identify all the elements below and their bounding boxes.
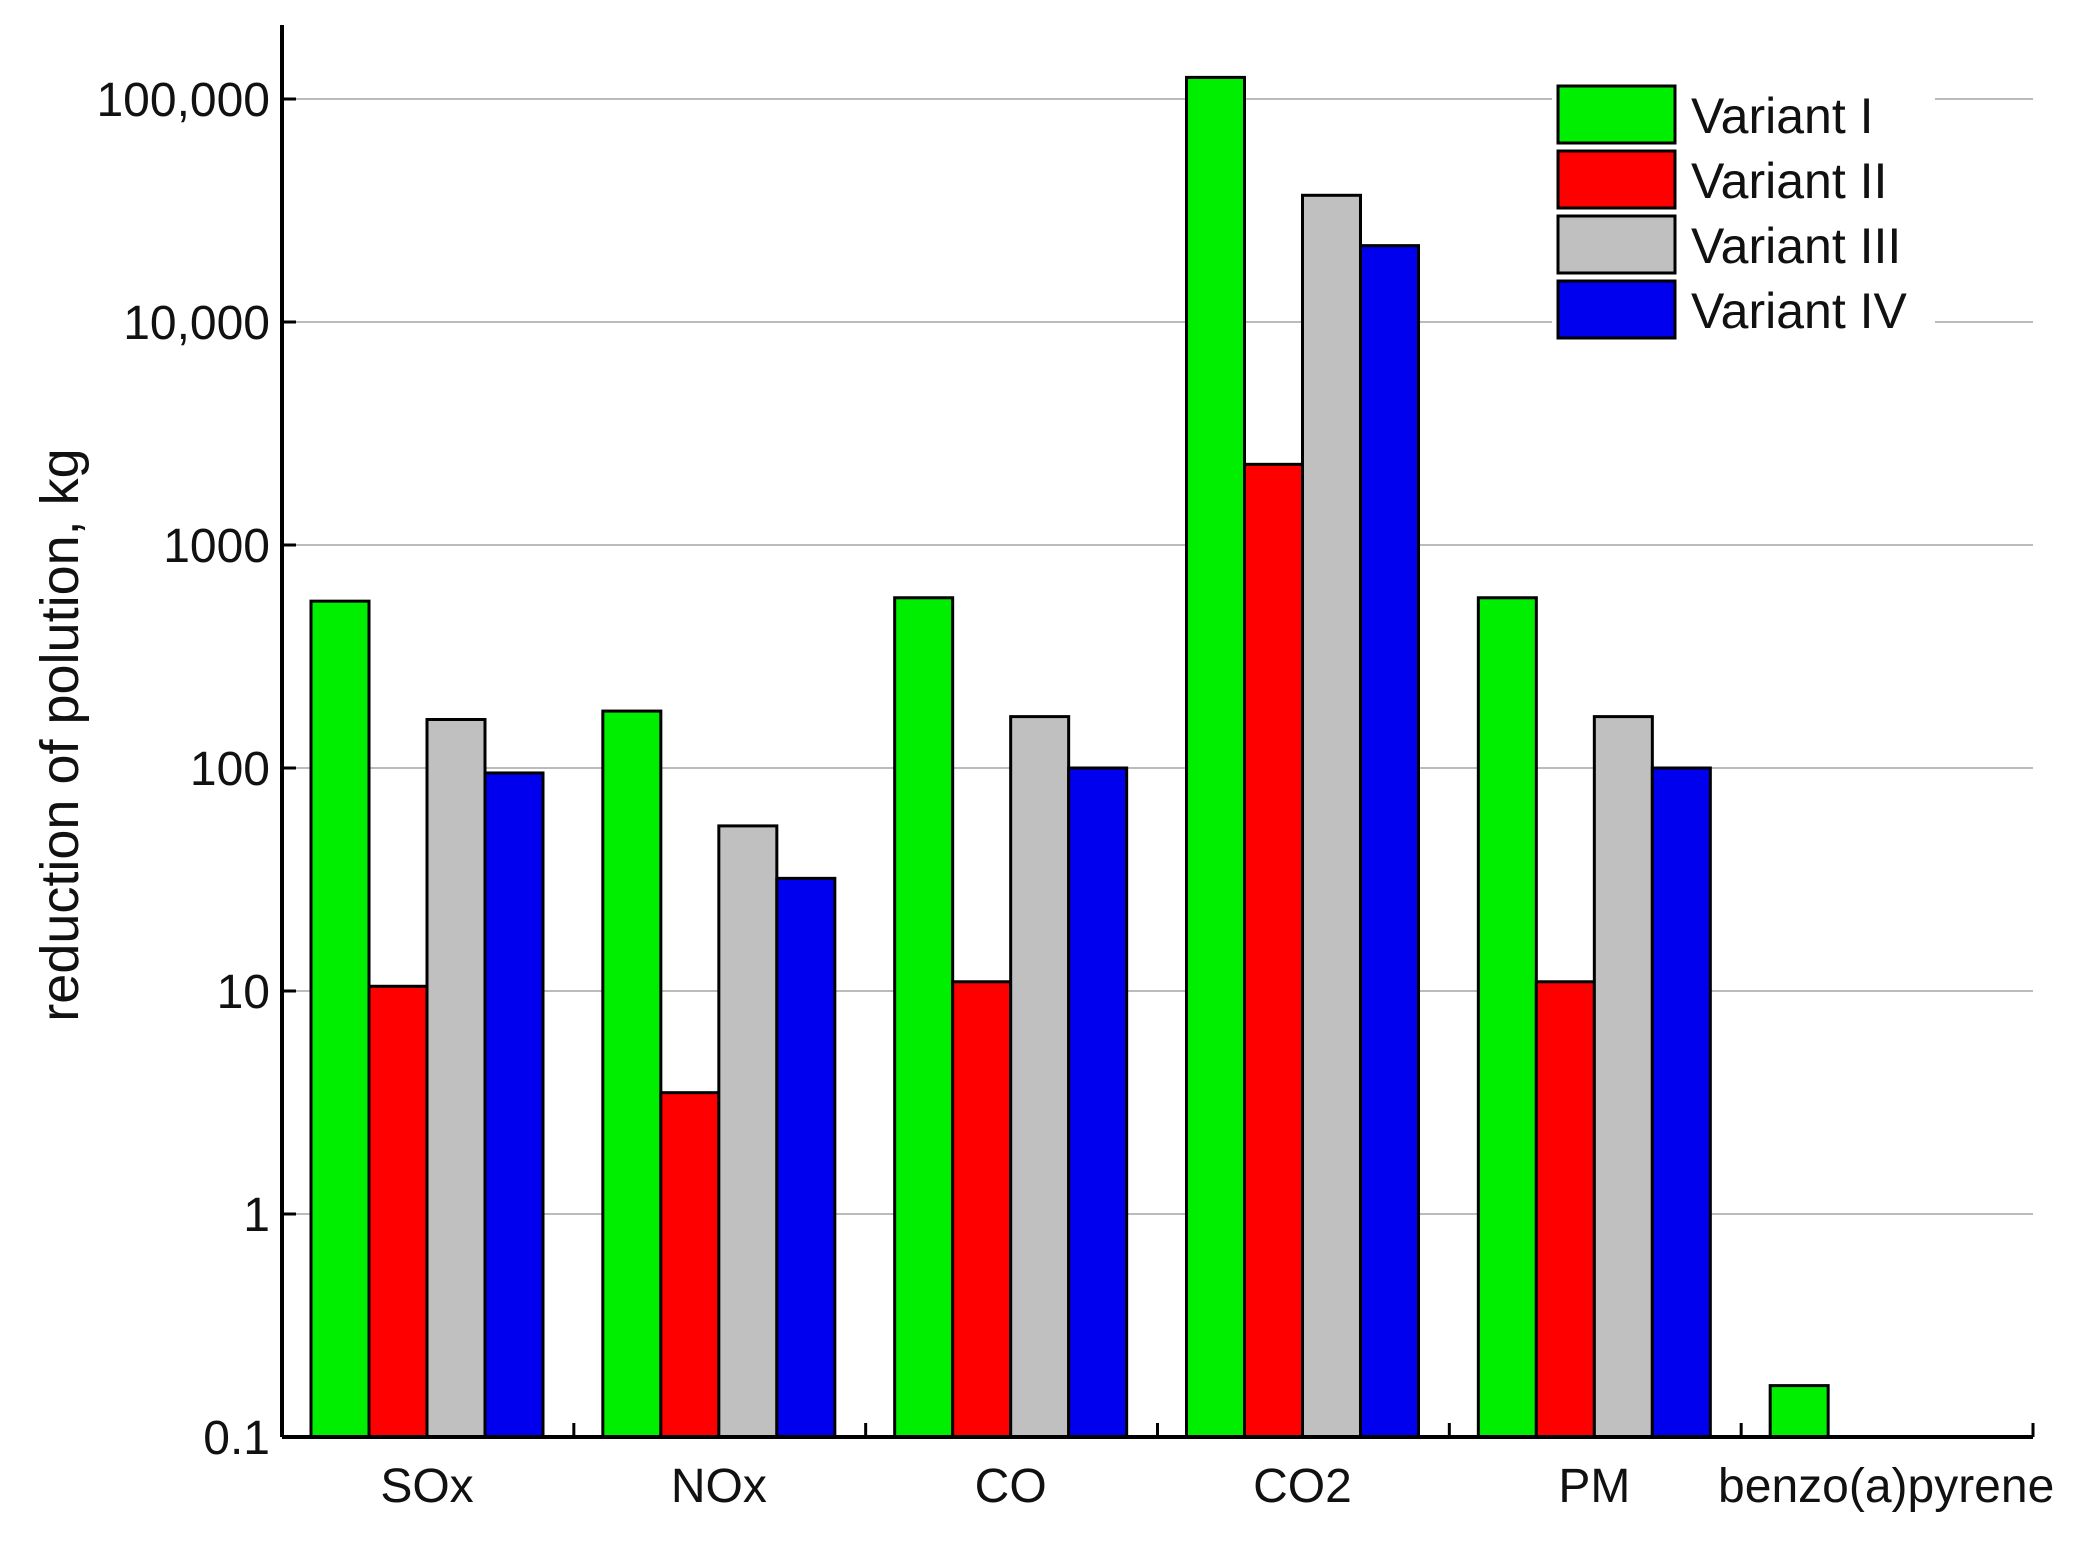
bar — [775, 876, 837, 1439]
y-tick-label: 10 — [217, 966, 270, 1019]
bar — [1009, 715, 1071, 1439]
x-tick-label: PM — [1558, 1460, 1630, 1513]
legend-swatch — [1556, 214, 1677, 275]
y-tick-label: 10,000 — [123, 297, 270, 350]
y-tick-label: 100 — [190, 743, 270, 796]
y-tick-labels: 0.1 1 10 100 1000 10,000 100,000 — [96, 74, 270, 1465]
x-tick-label: CO2 — [1253, 1460, 1352, 1513]
bar — [309, 599, 371, 1439]
bar — [659, 1091, 721, 1439]
legend-label: Variant II — [1691, 153, 1887, 209]
grid-lines — [282, 98, 2033, 1215]
y-tick-label: 1 — [243, 1189, 270, 1242]
legend-label: Variant IV — [1691, 283, 1907, 339]
x-tick-label: CO — [975, 1460, 1047, 1513]
bars — [309, 75, 1830, 1439]
bar — [1067, 766, 1129, 1439]
bar — [893, 596, 955, 1439]
bar — [601, 709, 663, 1439]
bar — [717, 824, 779, 1439]
bar — [1301, 193, 1362, 1439]
bar — [1534, 980, 1596, 1439]
y-tick-label: 0.1 — [203, 1412, 270, 1465]
axes — [280, 25, 2035, 1439]
bar — [425, 718, 487, 1439]
legend-swatch — [1556, 84, 1677, 145]
bar — [483, 771, 545, 1439]
bar — [1185, 75, 1246, 1439]
bar — [951, 980, 1013, 1439]
bar — [1650, 766, 1712, 1439]
x-tick-labels: SOx NOx CO CO2 PM benzo(a)pyrene — [380, 1460, 2054, 1513]
bar — [1476, 596, 1538, 1439]
x-tick-label: SOx — [380, 1460, 473, 1513]
bar — [1243, 462, 1304, 1439]
y-axis-title: reduction of polution, kg — [30, 448, 90, 1021]
x-tick-label: NOx — [671, 1460, 767, 1513]
bar — [367, 984, 429, 1439]
y-tick-label: 1000 — [163, 520, 270, 573]
legend-swatch — [1556, 279, 1677, 340]
bar — [1359, 244, 1420, 1439]
y-tick-label: 100,000 — [96, 74, 270, 127]
bar — [1592, 715, 1654, 1439]
legend-label: Variant III — [1691, 218, 1901, 274]
legend-label: Variant I — [1691, 88, 1874, 144]
legend-swatch — [1556, 149, 1677, 210]
x-tick-label: benzo(a)pyrene — [1718, 1460, 2054, 1513]
legend: Variant I Variant II Variant III Variant IV — [1552, 78, 1935, 344]
bar — [1768, 1384, 1830, 1439]
